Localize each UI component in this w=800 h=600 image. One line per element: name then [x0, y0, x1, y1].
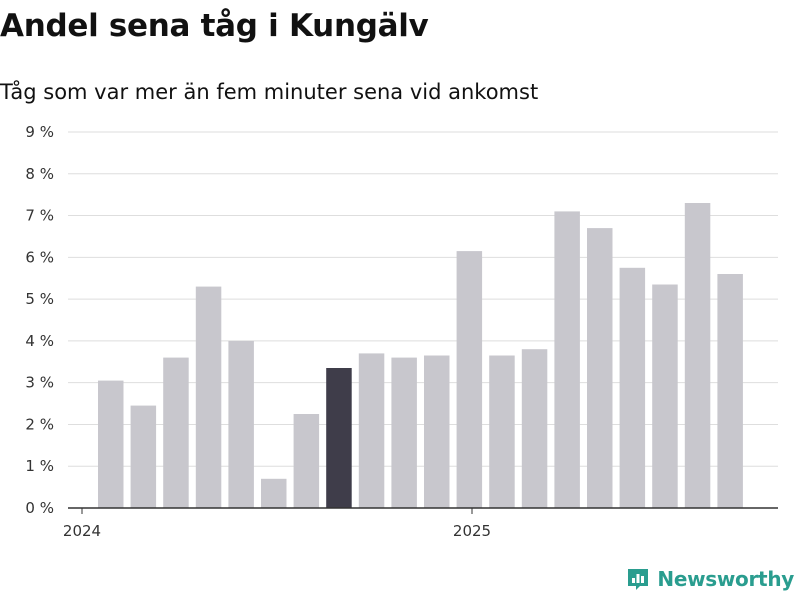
- bar: [521, 349, 548, 508]
- bar: [98, 380, 124, 508]
- y-tick-label: 1 %: [25, 457, 54, 475]
- bar: [293, 414, 320, 508]
- y-tick-label: 8 %: [25, 165, 54, 183]
- bar: [195, 286, 222, 508]
- bar: [554, 211, 580, 508]
- chart-subtitle: Tåg som var mer än fem minuter sena vid …: [0, 80, 539, 104]
- bar: [652, 284, 678, 508]
- bar: [489, 355, 515, 508]
- bar: [619, 267, 646, 508]
- bar: [261, 478, 287, 508]
- y-tick-label: 9 %: [25, 123, 54, 141]
- bar-chart-badge-icon: [628, 569, 649, 590]
- bar: [130, 405, 157, 508]
- x-tick-label: 2025: [453, 522, 491, 540]
- bar: [326, 368, 352, 508]
- y-tick-label: 0 %: [25, 499, 54, 517]
- y-tick-label: 4 %: [25, 332, 54, 350]
- bar: [717, 274, 743, 508]
- y-tick-label: 5 %: [25, 290, 54, 308]
- bar: [424, 355, 450, 508]
- chart-title: Andel sena tåg i Kungälv: [0, 8, 429, 44]
- bar: [358, 353, 385, 508]
- newsworthy-logo: Newsworthy: [625, 564, 794, 594]
- bar: [163, 357, 189, 508]
- bar: [587, 228, 613, 508]
- bar: [228, 340, 254, 508]
- bar-chart: 0 % 1 % 2 % 3 % 4 % 5 % 6 % 7 % 8 % 9 % 2024 2025: [25, 123, 778, 540]
- bar: [391, 357, 417, 508]
- x-tick-label: 2024: [63, 522, 101, 540]
- y-tick-label: 3 %: [25, 374, 54, 392]
- bar: [684, 203, 711, 508]
- y-tick-label: 2 %: [25, 415, 54, 433]
- bar: [456, 251, 483, 508]
- y-tick-label: 7 %: [25, 207, 54, 225]
- y-tick-label: 6 %: [25, 248, 54, 266]
- brand-name: Newsworthy: [657, 567, 794, 591]
